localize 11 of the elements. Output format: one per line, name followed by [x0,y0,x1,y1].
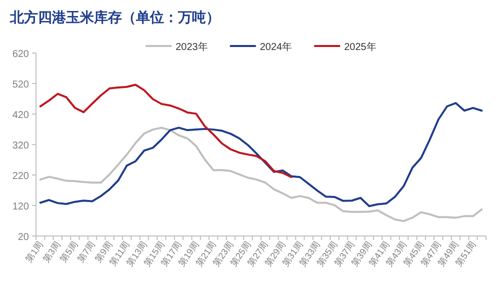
legend-label: 2024年 [260,41,292,53]
y-tick-label: 220 [12,171,30,182]
legend-label: 2023年 [176,41,208,53]
y-tick-label: 120 [12,202,30,212]
y-tick-label: 20 [18,232,30,243]
y-tick-label: 320 [12,140,30,152]
y-tick-label: 520 [12,80,30,90]
chart-title: 北方四港玉米库存（单位：万吨） [9,9,220,26]
y-tick-label: 620 [12,49,30,60]
y-tick-label: 420 [12,110,30,121]
legend-label: 2025年 [344,41,376,53]
